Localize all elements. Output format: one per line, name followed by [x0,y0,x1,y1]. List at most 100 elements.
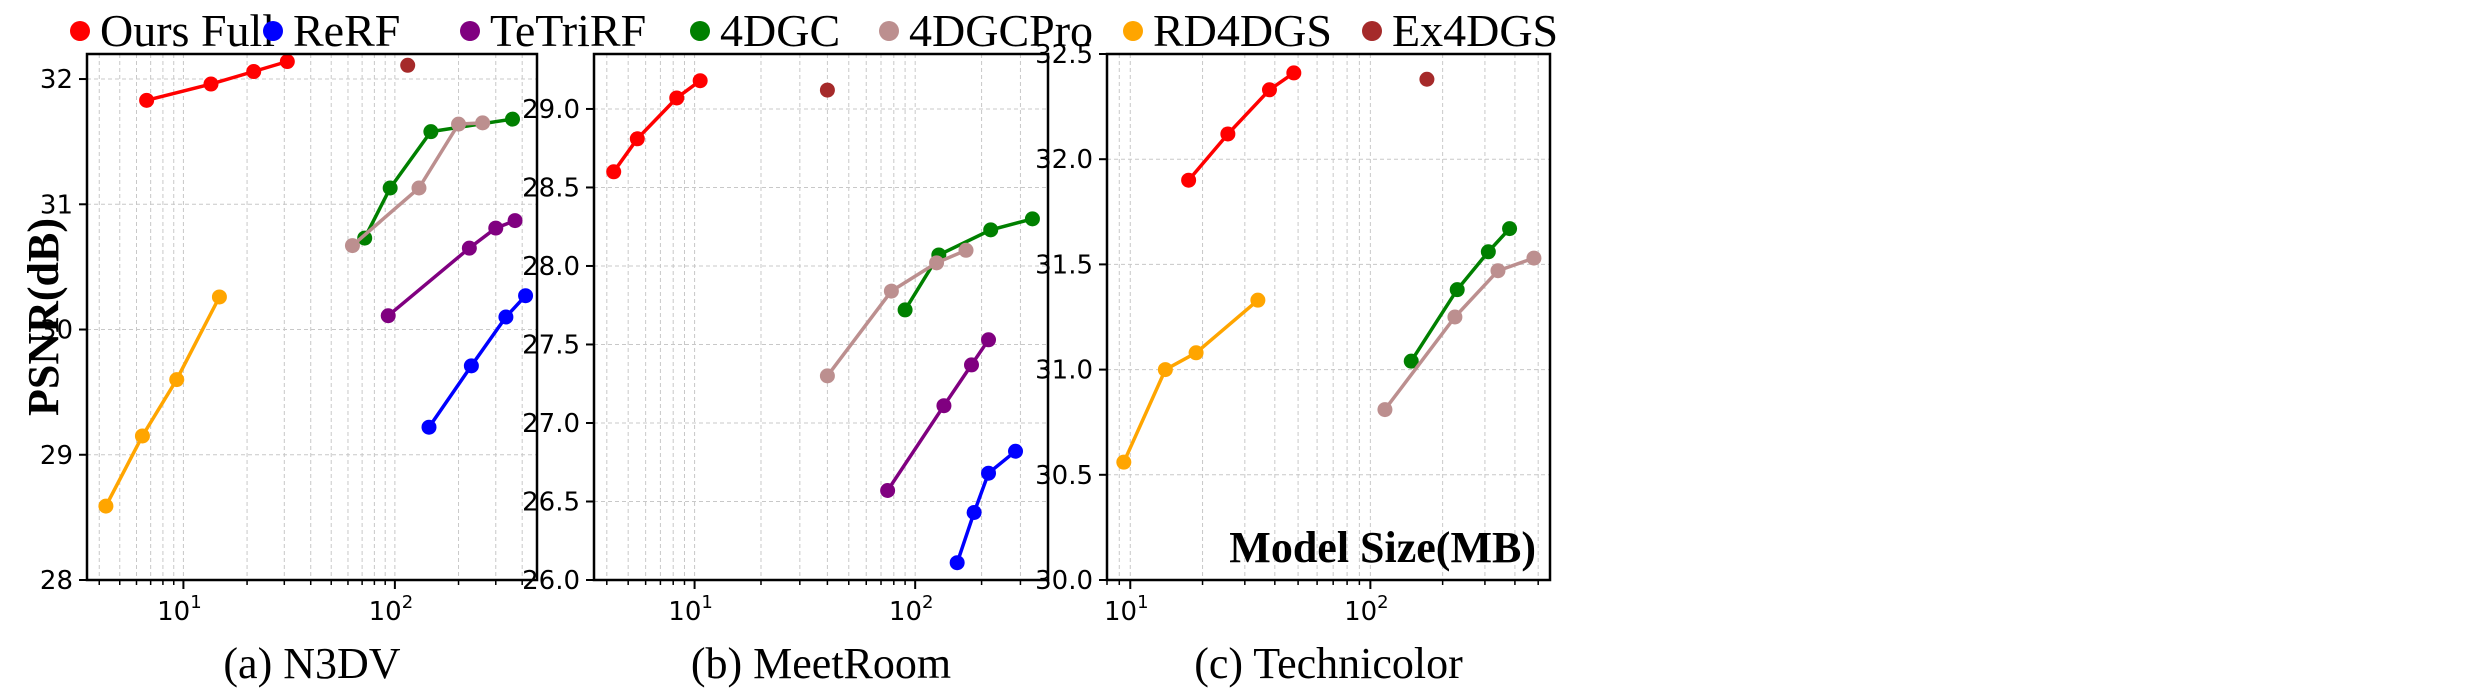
series-line-4dgc [903,217,1033,311]
series-line-rd4dgs [1122,298,1260,463]
legend-label-rd4dgs: RD4DGS [1153,5,1332,56]
data-point-tetrirf [880,483,896,499]
legend-item-ours-full: Ours Full [70,5,275,56]
data-point-4dgc [983,222,999,238]
data-point-ours-full [669,90,685,106]
data-point-rerf [981,465,997,481]
data-point-4dgcpro [451,116,467,132]
data-point-rd4dgs [98,498,114,514]
series-line-4dgc [1409,227,1511,363]
legend-marker-rd4dgs [1123,21,1143,41]
data-point-4dgcpro [883,283,899,299]
data-point-4dgc [1449,282,1465,298]
x-tick-label: 101 [1104,592,1149,627]
data-point-4dgc [382,180,398,196]
y-tick-label: 31 [40,190,73,220]
y-tick-label: 30.5 [1035,461,1093,491]
data-point-tetrirf [936,398,952,414]
plot-frame [85,52,539,582]
data-point-ours-full [1286,65,1302,81]
series-ex4dgs [400,57,416,73]
legend-item-tetrirf: TeTriRF [460,5,646,56]
series-line-rerf [427,294,527,429]
series-line-4dgcpro [826,248,967,377]
data-point-rd4dgs [1157,362,1173,378]
panel-caption: (b) MeetRoom [691,639,951,688]
y-tick-label: 28.5 [522,173,580,203]
data-point-rd4dgs [211,289,227,305]
series-line-tetrirf [387,218,516,318]
series-rd4dgs [98,289,227,514]
legend-label-4dgcpro: 4DGCPro [909,5,1093,56]
data-point-4dgc [357,230,373,246]
y-tick-label: 30.0 [1035,566,1093,596]
y-tick-label: 28.0 [522,252,580,282]
y-tick-label: 27.5 [522,330,580,360]
series-line-4dgcpro [1383,256,1535,411]
legend: Ours Full ReRF TeTriRF 4DGC 4DGCPro RD4DGS Ex4… [70,5,1558,56]
data-point-tetrirf [981,332,997,348]
data-point-ours-full [1261,82,1277,98]
data-point-4dgcpro [1447,309,1463,325]
series-4dgcpro [1377,250,1542,418]
series-ours-full [606,73,708,180]
data-point-rerf [498,309,514,325]
panel-caption: (a) N3DV [223,639,400,688]
data-point-4dgc [1502,221,1518,237]
legend-marker-ex4dgs [1362,21,1382,41]
series-4dgcpro [344,115,491,254]
panel-n3dv: 28 29 30 31 32 101 102 (a) N3DV PSNR(dB) [19,52,539,688]
data-point-ours-full [1181,172,1197,188]
data-point-rerf [518,288,534,304]
data-point-4dgc [1403,353,1419,369]
plot-frame [592,52,1050,582]
legend-marker-rerf [263,21,283,41]
data-point-tetrirf [488,220,504,236]
data-point-ours-full [279,54,295,70]
panel-meetroom: 26.0 26.5 27.0 27.5 28.0 28.5 29.0 101 102 (b) Me… [522,52,1050,688]
series-ex4dgs [819,82,835,98]
y-tick-label: 32.5 [1035,40,1093,70]
series-line-4dgc [363,117,513,239]
x-tick-label: 101 [157,592,202,627]
y-tick-label: 32 [40,65,73,95]
legend-item-ex4dgs: Ex4DGS [1362,5,1558,56]
grid [1106,53,1550,581]
data-point-ours-full [629,131,645,147]
legend-marker-4dgcpro [879,21,899,41]
data-point-4dgcpro [1377,402,1393,418]
series-line-rd4dgs [104,296,221,507]
data-point-ex4dgs [400,57,416,73]
x-tick-label: 101 [668,592,713,627]
series-tetrirf [380,213,523,324]
data-point-ours-full [139,92,155,108]
series-line-ours-full [612,79,702,173]
data-point-ours-full [203,76,219,92]
series-4dgcpro [819,242,974,384]
data-point-4dgc [1480,244,1496,260]
data-point-4dgcpro [411,180,427,196]
series-line-rerf [955,449,1017,564]
series-rerf [949,443,1024,571]
legend-item-rd4dgs: RD4DGS [1123,5,1332,56]
data-point-tetrirf [380,308,396,324]
data-point-4dgc [897,302,913,318]
y-tick-label: 29.0 [522,95,580,125]
plot-frame [1105,52,1552,582]
y-tick-label: 30 [40,316,73,346]
series-line-ours-full [1187,71,1295,182]
data-point-rd4dgs [134,428,150,444]
data-point-4dgcpro [344,238,360,254]
data-point-rerf [949,555,965,571]
series-rerf [421,288,534,435]
data-point-rerf [966,504,982,520]
data-point-4dgcpro [1526,250,1542,266]
legend-label-ours-full: Ours Full [100,5,275,56]
legend-item-4dgcpro: 4DGCPro [879,5,1093,56]
y-tick-label: 27.0 [522,409,580,439]
series-ex4dgs [1419,71,1435,87]
data-point-rd4dgs [1116,454,1132,470]
data-point-4dgcpro [958,242,974,258]
x-tick-label: 102 [369,592,414,627]
